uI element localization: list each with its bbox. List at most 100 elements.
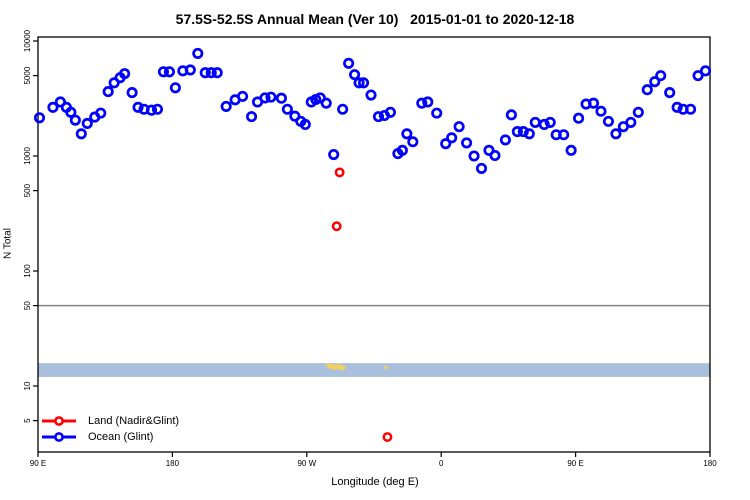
ocean-point	[595, 105, 607, 117]
ocean-point	[475, 162, 488, 174]
y-tick-label: 50	[23, 301, 32, 310]
land-point	[331, 221, 342, 232]
ocean-point	[102, 86, 114, 98]
ocean-point	[69, 114, 81, 126]
ocean-point	[343, 57, 355, 69]
legend-label-land: Land (Nadir&Glint)	[88, 415, 180, 427]
ocean-series-marker-icon	[42, 432, 76, 442]
ocean-point	[431, 107, 443, 119]
ocean-point	[505, 109, 517, 121]
land-series-marker-icon	[42, 416, 76, 426]
ocean-point	[587, 97, 600, 109]
ocean-point	[192, 47, 204, 59]
ocean-point	[529, 116, 541, 128]
x-tick-label: 180	[166, 459, 180, 468]
land-map-mark	[342, 365, 346, 370]
ocean-point	[349, 69, 361, 81]
y-tick-label: 100	[23, 264, 32, 278]
x-tick-label: 0	[439, 459, 444, 468]
ocean-point	[416, 97, 428, 109]
ocean-point	[81, 117, 93, 129]
ocean-point	[610, 128, 622, 140]
ocean-point	[407, 136, 419, 148]
ocean-point	[625, 116, 637, 128]
y-axis-label: N Total	[2, 228, 14, 259]
ocean-point	[489, 149, 501, 162]
ocean-point	[205, 67, 217, 79]
ocean-point	[353, 77, 365, 89]
ocean-point	[328, 148, 340, 161]
ocean-point	[357, 77, 370, 89]
ocean-point	[132, 101, 144, 113]
land-point	[334, 167, 345, 178]
ocean-point	[33, 112, 46, 124]
y-tick-label: 5000	[23, 66, 32, 84]
ocean-point	[54, 96, 66, 108]
ocean-point	[259, 92, 271, 104]
ocean-point	[664, 87, 676, 99]
ocean-point	[499, 134, 511, 146]
ocean-point	[446, 132, 458, 144]
ocean-point	[573, 112, 585, 124]
ocean-point	[47, 101, 59, 113]
ocean-point	[565, 144, 577, 156]
ocean-point	[169, 82, 181, 94]
ocean-point	[299, 118, 311, 131]
y-tick-label: 10000	[23, 29, 32, 52]
legend: Land (Nadir&Glint) Ocean (Glint)	[40, 413, 179, 445]
ocean-point	[396, 144, 408, 156]
ocean-point	[151, 103, 164, 115]
ocean-point	[523, 128, 535, 140]
ocean-point	[671, 101, 683, 113]
ocean-point	[699, 65, 712, 77]
ocean-point	[641, 84, 653, 96]
ocean-point	[692, 70, 704, 82]
ocean-point	[649, 76, 661, 88]
ocean-point	[422, 96, 434, 108]
ocean-point	[544, 116, 556, 128]
x-axis-label: Longitude (deg E)	[331, 476, 419, 488]
ocean-point	[237, 90, 249, 102]
y-tick-label: 500	[23, 183, 32, 197]
ocean-point	[517, 126, 529, 138]
ocean-point	[558, 129, 570, 141]
ocean-point	[337, 103, 349, 115]
ocean-point	[245, 111, 258, 123]
land-point	[382, 432, 393, 442]
ocean-point	[401, 128, 413, 140]
ocean-point	[440, 138, 452, 150]
ocean-point	[320, 97, 332, 109]
legend-item-land: Land (Nadir&Glint)	[40, 413, 179, 429]
ocean-point	[163, 66, 175, 78]
ocean-point	[655, 70, 667, 82]
x-tick-label: 180	[703, 459, 717, 468]
ocean-point	[538, 118, 550, 131]
ocean-point	[126, 87, 138, 99]
land-map-mark	[331, 364, 336, 368]
legend-label-ocean: Ocean (Glint)	[88, 431, 154, 443]
ocean-point	[365, 89, 377, 101]
ocean-point	[265, 91, 277, 103]
ocean-point	[145, 104, 158, 116]
plot-box	[37, 36, 711, 453]
ocean-point	[511, 126, 523, 138]
x-tick-label: 90 E	[30, 459, 46, 468]
ocean-point	[119, 68, 131, 80]
ocean-point	[685, 103, 697, 115]
y-tick-label: 1000	[23, 147, 32, 165]
chart-title: 57.5S-52.5S Annual Mean (Ver 10) 2015-01…	[175, 11, 575, 27]
y-tick-label: 10	[23, 381, 32, 390]
ocean-point	[281, 103, 293, 115]
ocean-point	[275, 92, 287, 104]
legend-item-ocean: Ocean (Glint)	[40, 429, 179, 445]
ocean-point	[95, 107, 107, 119]
ocean-point	[65, 106, 77, 118]
ocean-point	[314, 92, 326, 104]
ocean-point	[199, 67, 211, 79]
latitude-map-band	[38, 363, 710, 377]
ocean-point	[220, 100, 232, 112]
land-map-mark	[336, 363, 340, 367]
ocean-point	[461, 137, 473, 149]
ocean-point	[184, 64, 196, 76]
